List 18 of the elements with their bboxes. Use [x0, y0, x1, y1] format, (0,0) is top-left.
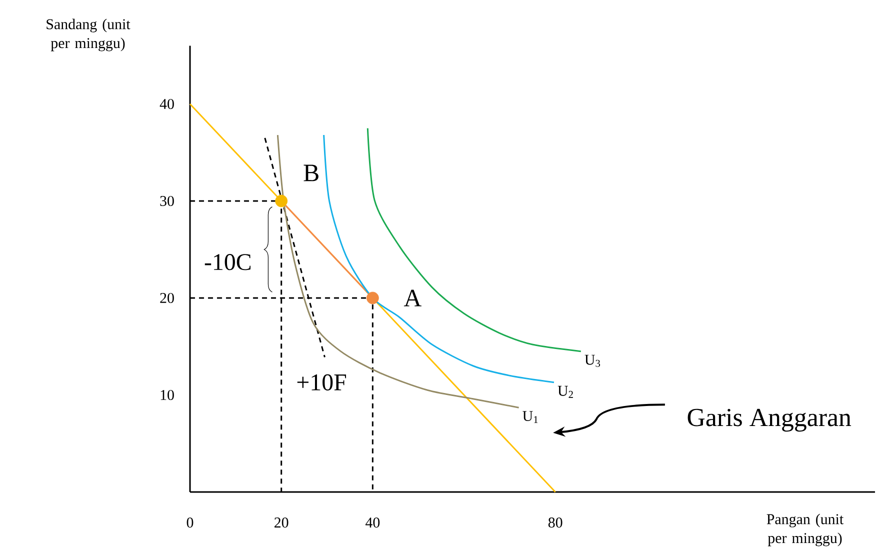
annotation: -10C	[204, 254, 250, 270]
y-tick-label: 10	[160, 390, 174, 400]
series-label: U$_{1}$	[522, 411, 538, 424]
x-tick-label: 0	[186, 518, 194, 528]
annotation: A	[404, 290, 422, 306]
annotation: +10F	[297, 374, 346, 390]
series-label: U$_{3}$	[584, 354, 600, 367]
x-tick-label: 80	[548, 518, 562, 528]
y-tick-label: 40	[160, 98, 174, 110]
series-label: U$_{2}$	[558, 386, 573, 398]
annotation: Garis Anggaran	[688, 408, 852, 432]
y-axis-title: Sandang (unit per minggu)	[46, 18, 130, 52]
y-tick-label: 20	[160, 292, 174, 304]
x-axis-title: Pangan (unit per minggu)	[766, 514, 844, 546]
x-tick-label: 40	[366, 518, 380, 528]
annotation: B	[304, 164, 318, 182]
x-tick-label: 20	[274, 518, 288, 528]
y-tick-label: 30	[160, 196, 174, 206]
